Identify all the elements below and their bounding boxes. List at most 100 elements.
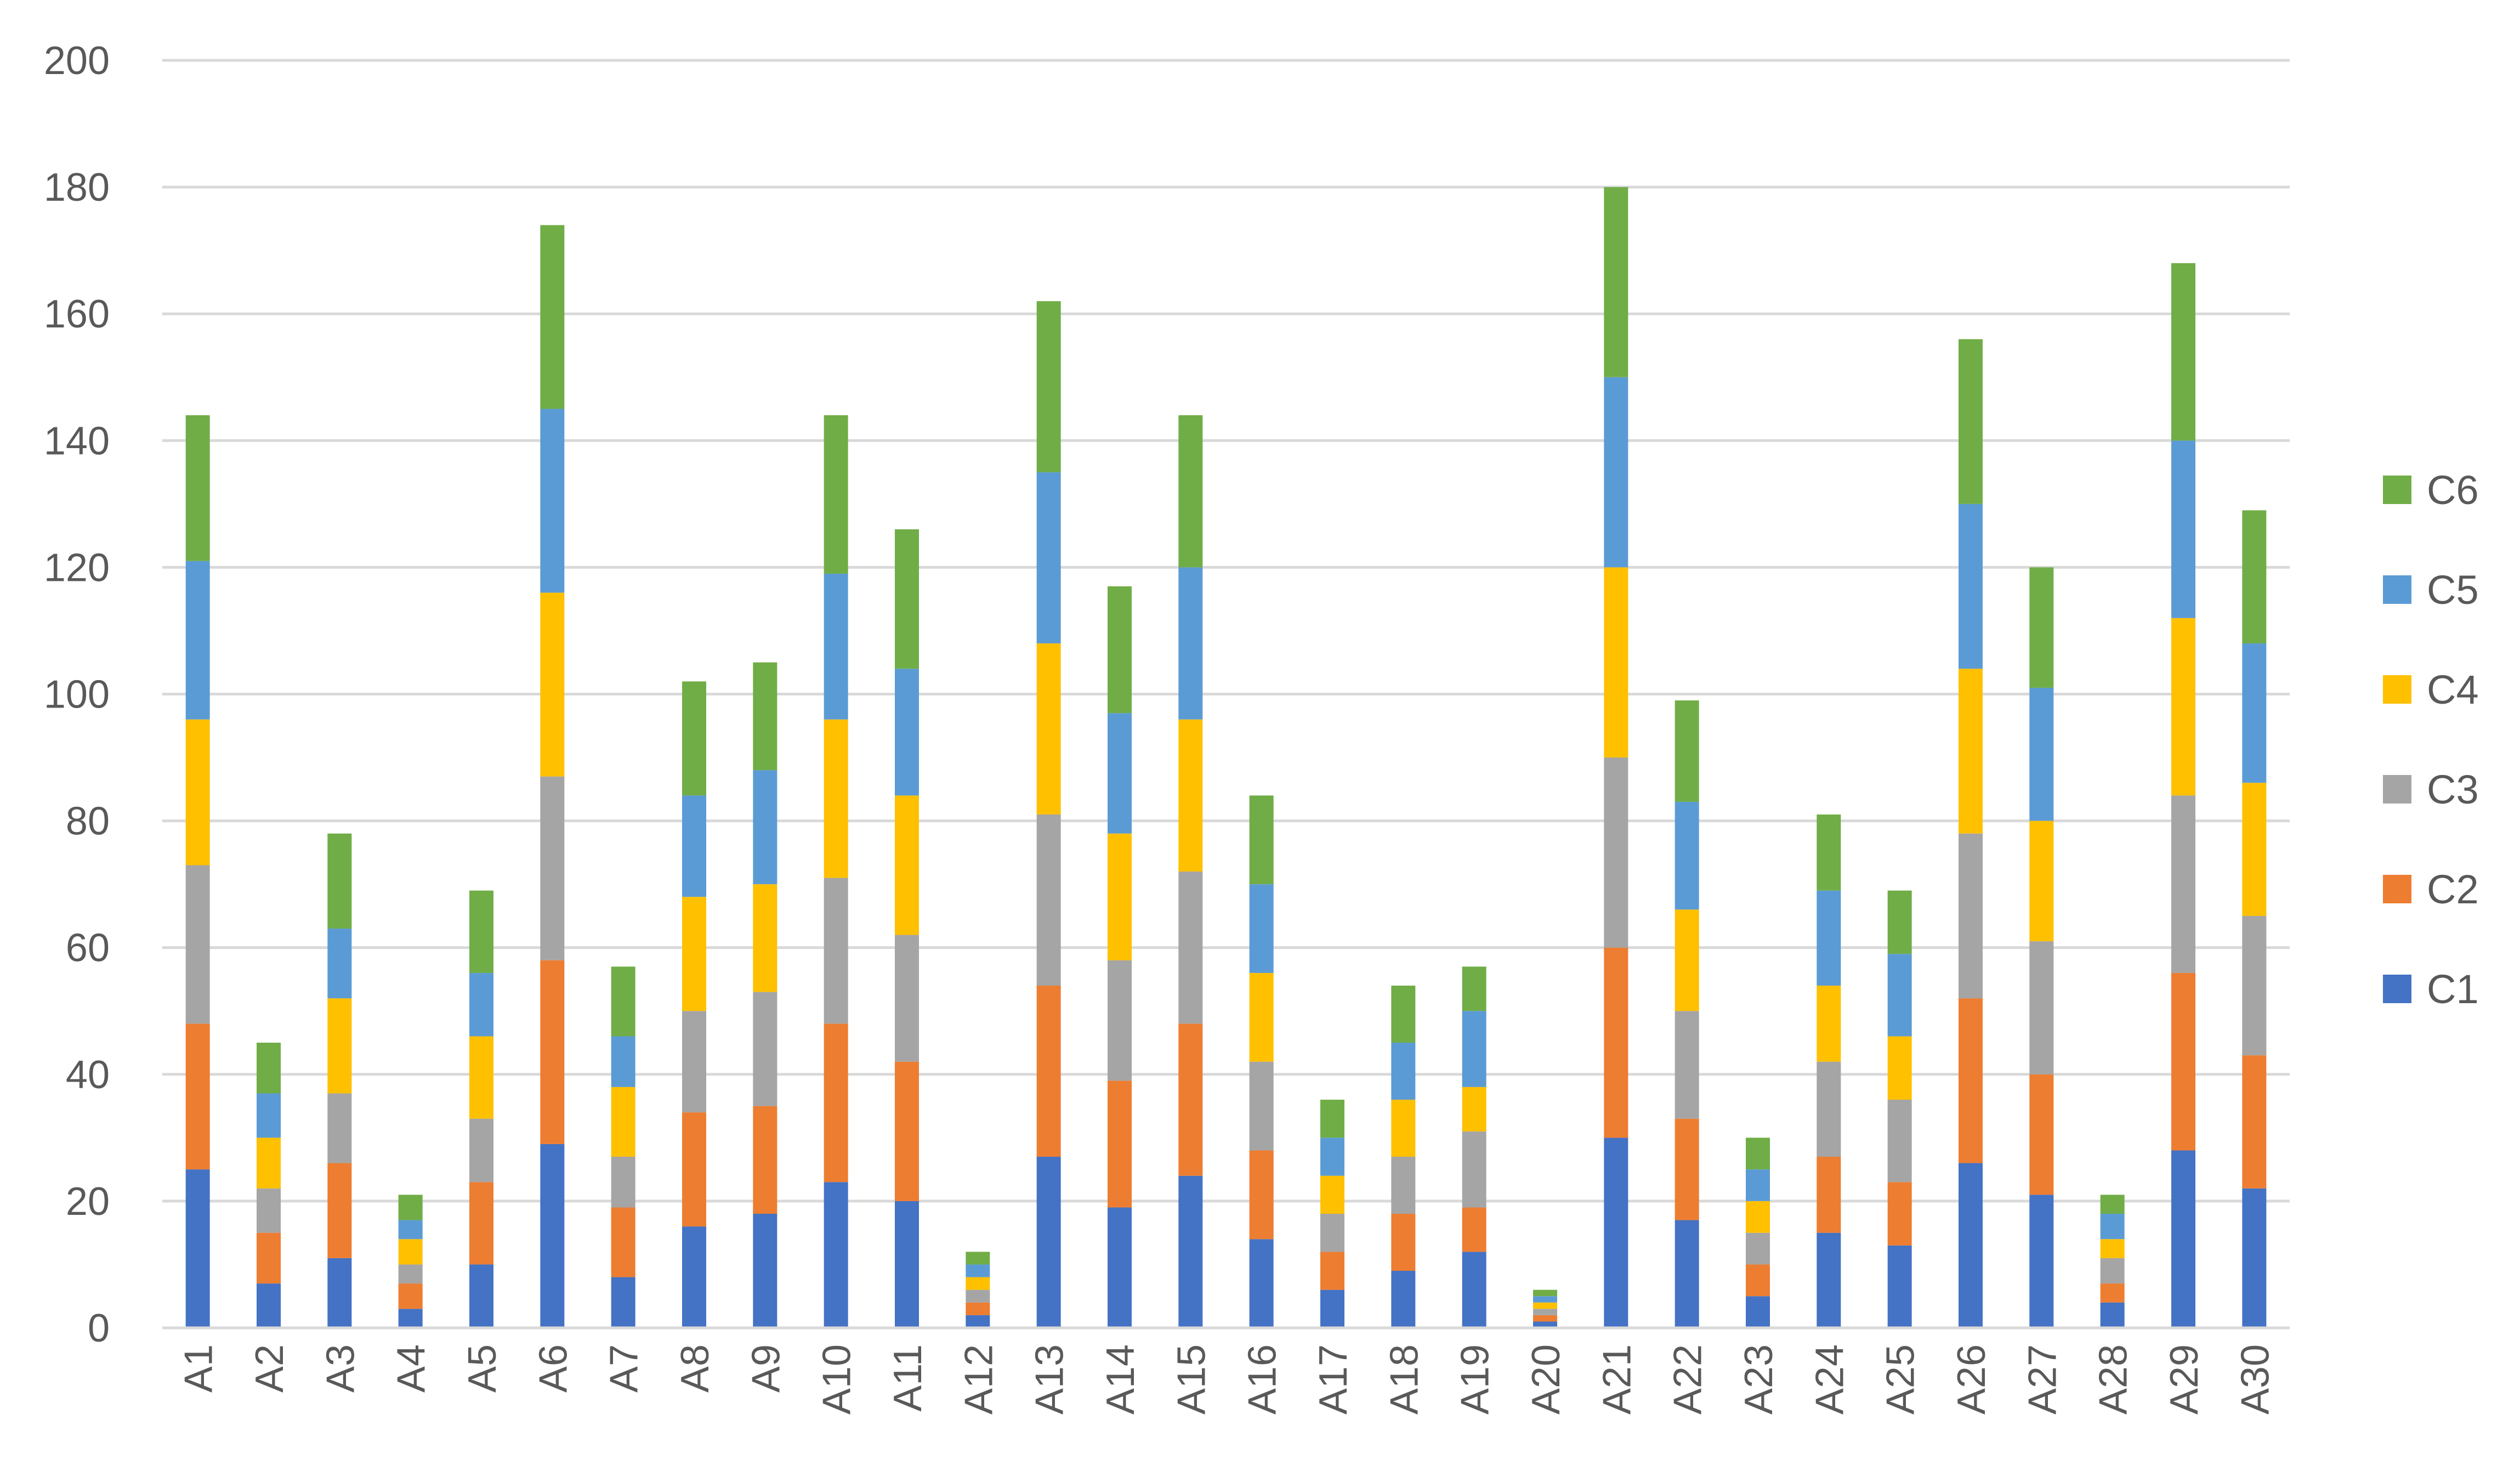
bar-segment-a19-c6 (1462, 966, 1486, 1011)
bar-segment-a30-c3 (2242, 915, 2267, 1056)
bar-segment-a9-c2 (753, 1106, 777, 1214)
legend-swatch-c4 (2383, 675, 2411, 704)
bar-segment-a9-c5 (753, 770, 777, 885)
bar-segment-a1-c1 (185, 1169, 210, 1328)
legend-label-c6: C6 (2427, 467, 2479, 513)
bar-segment-a28-c2 (2100, 1283, 2125, 1303)
bar-segment-a6-c6 (540, 225, 565, 409)
bar-segment-a20-c2 (1533, 1315, 1557, 1322)
bars (185, 187, 2267, 1328)
bar-segment-a18-c5 (1391, 1043, 1416, 1100)
x-tick-label: A30 (2233, 1344, 2277, 1415)
bar-segment-a26-c5 (1959, 503, 1983, 669)
x-tick-label: A16 (1241, 1344, 1285, 1415)
bar-segment-a2-c3 (257, 1188, 281, 1233)
bar-segment-a18-c1 (1391, 1271, 1416, 1328)
x-tick-label: A20 (1524, 1344, 1568, 1415)
bar-segment-a27-c4 (2029, 821, 2054, 942)
legend-label-c2: C2 (2427, 867, 2479, 912)
bar-segment-a24-c5 (1817, 890, 1841, 986)
bar-segment-a2-c5 (257, 1093, 281, 1138)
bar-segment-a15-c3 (1178, 872, 1203, 1024)
bar-segment-a12-c3 (966, 1289, 990, 1303)
y-tick-label: 100 (44, 673, 110, 717)
bar-segment-a10-c2 (824, 1023, 848, 1183)
bar-segment-a19-c3 (1462, 1131, 1486, 1208)
bar-segment-a28-c5 (2100, 1214, 2125, 1240)
bar-segment-a3-c6 (327, 833, 352, 929)
bar-segment-a4-c6 (398, 1195, 423, 1220)
bar-segment-a26-c4 (1959, 669, 1983, 834)
bar-segment-a10-c4 (824, 719, 848, 878)
bar-segment-a11-c4 (895, 795, 919, 935)
bar-segment-a29-c6 (2171, 263, 2195, 441)
legend-swatch-c5 (2383, 575, 2411, 604)
x-tick-label: A14 (1099, 1344, 1143, 1415)
bar-segment-a5-c2 (469, 1182, 493, 1265)
x-tick-label: A24 (1808, 1344, 1852, 1415)
bar-segment-a4-c3 (398, 1264, 423, 1284)
bar-segment-a14-c6 (1108, 586, 1132, 714)
y-tick-label: 80 (66, 800, 110, 844)
bar-segment-a15-c6 (1178, 415, 1203, 568)
x-tick-label: A21 (1595, 1344, 1639, 1415)
legend: C6 C5 C4 C3 C2 C1 (2383, 467, 2479, 1012)
x-tick-label: A11 (886, 1344, 930, 1412)
x-tick-label: A12 (957, 1344, 1001, 1415)
bar-segment-a1-c6 (185, 415, 210, 561)
bar-segment-a9-c3 (753, 992, 777, 1106)
bar-segment-a25-c1 (1887, 1245, 1912, 1328)
bar-segment-a4-c4 (398, 1239, 423, 1265)
bar-segment-a2-c2 (257, 1232, 281, 1284)
bar-segment-a18-c2 (1391, 1214, 1416, 1271)
bar-segment-a26-c2 (1959, 998, 1983, 1163)
bar-segment-a7-c5 (611, 1036, 635, 1087)
bar-segment-a5-c1 (469, 1264, 493, 1328)
y-tick-label: 60 (66, 926, 110, 970)
bar-segment-a19-c4 (1462, 1087, 1486, 1131)
gridlines (162, 59, 2290, 1203)
bar-segment-a28-c6 (2100, 1195, 2125, 1214)
bar-segment-a10-c1 (824, 1182, 848, 1328)
bar-segment-a25-c2 (1887, 1182, 1912, 1246)
bar-segment-a19-c1 (1462, 1252, 1486, 1328)
bar-segment-a5-c6 (469, 890, 493, 973)
bar-segment-a30-c5 (2242, 643, 2267, 783)
y-tick-label: 20 (66, 1180, 110, 1224)
bar-segment-a1-c4 (185, 719, 210, 865)
bar-segment-a17-c5 (1320, 1138, 1344, 1176)
bar-segment-a24-c2 (1817, 1157, 1841, 1233)
bar-segment-a22-c2 (1675, 1118, 1699, 1220)
bar-segment-a8-c2 (682, 1112, 706, 1227)
bar-segment-a27-c2 (2029, 1074, 2054, 1195)
bar-segment-a12-c5 (966, 1264, 990, 1277)
bar-segment-a10-c6 (824, 415, 848, 574)
bar-segment-a19-c5 (1462, 1011, 1486, 1087)
bar-segment-a1-c5 (185, 561, 210, 720)
bar-segment-a16-c2 (1249, 1150, 1274, 1240)
bar-segment-a30-c6 (2242, 510, 2267, 644)
bar-segment-a15-c2 (1178, 1023, 1203, 1176)
bar-segment-a17-c2 (1320, 1252, 1344, 1290)
bar-segment-a23-c5 (1746, 1169, 1770, 1201)
bar-segment-a13-c3 (1036, 814, 1061, 986)
bar-segment-a23-c3 (1746, 1232, 1770, 1265)
bar-segment-a14-c4 (1108, 833, 1132, 960)
bar-segment-a30-c4 (2242, 783, 2267, 916)
bar-segment-a25-c6 (1887, 890, 1912, 954)
bar-segment-a21-c3 (1604, 757, 1628, 948)
bar-segment-a8-c6 (682, 681, 706, 796)
bar-segment-a1-c2 (185, 1023, 210, 1170)
bar-segment-a24-c6 (1817, 814, 1841, 891)
bar-segment-a8-c4 (682, 897, 706, 1011)
bar-segment-a11-c1 (895, 1201, 919, 1328)
bar-segment-a27-c3 (2029, 941, 2054, 1074)
x-tick-label: A15 (1170, 1344, 1213, 1415)
bar-segment-a21-c5 (1604, 377, 1628, 568)
bar-segment-a29-c2 (2171, 972, 2195, 1151)
bar-segment-a11-c3 (895, 935, 919, 1062)
y-tick-label: 0 (88, 1306, 110, 1350)
bar-segment-a28-c4 (2100, 1239, 2125, 1258)
